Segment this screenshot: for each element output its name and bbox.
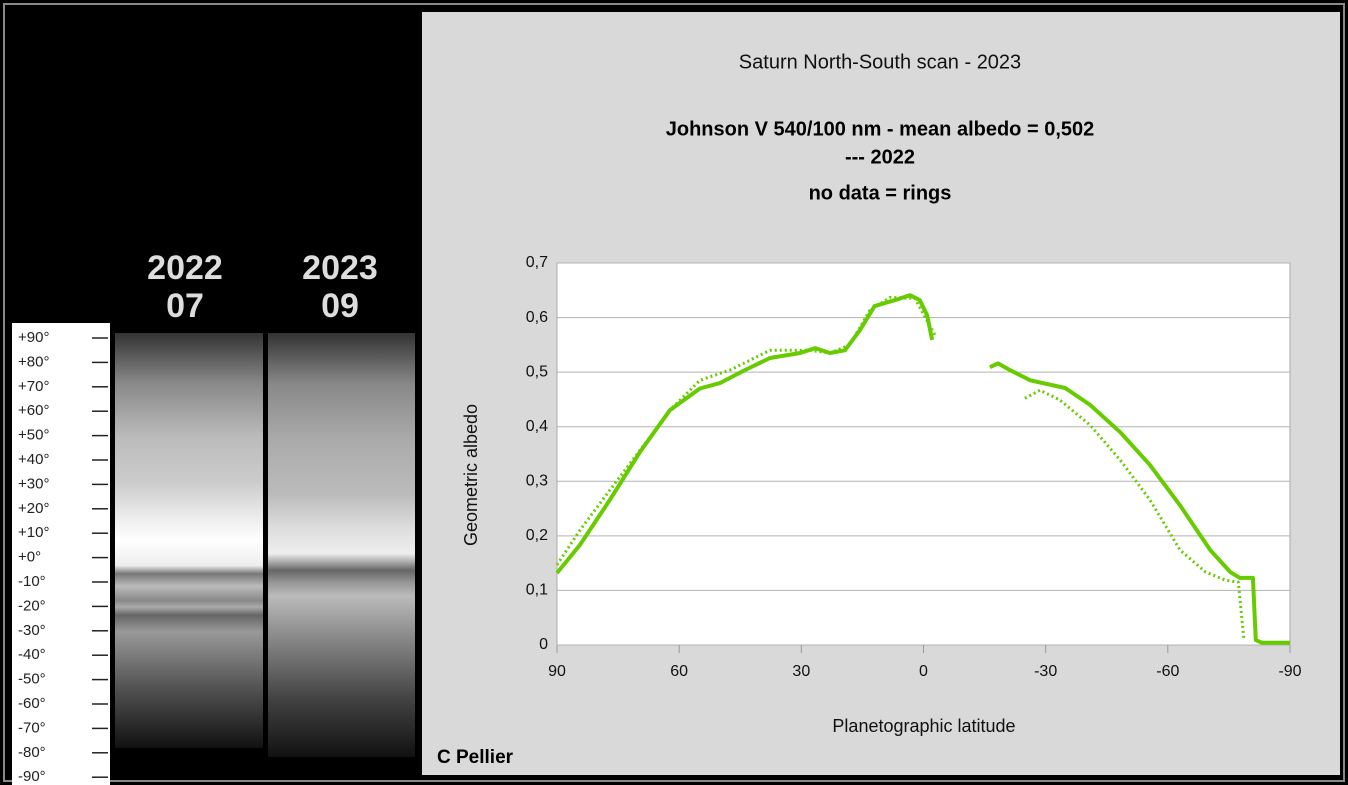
latitude-label: +80° [18, 353, 49, 370]
strip-2022 [115, 333, 263, 748]
plot: Saturn North-South scan - 2023 Johnson V … [437, 51, 1302, 768]
y-tick-label: 0,1 [526, 582, 548, 599]
x-tick-label: 0 [919, 663, 928, 680]
strip-label: 07 [166, 287, 204, 325]
strip-label: 2023 [302, 249, 378, 287]
latitude-label: -10° [18, 573, 46, 590]
x-tick-label: 90 [548, 663, 566, 680]
latitude-label: -40° [18, 646, 46, 663]
latitude-label: -60° [18, 695, 46, 712]
latitude-label: -70° [18, 719, 46, 736]
strip-label: 09 [321, 287, 359, 325]
y-tick-label: 0,7 [526, 254, 548, 271]
y-tick-label: 0,4 [526, 418, 548, 435]
strip-2023 [268, 333, 415, 757]
latitude-label: +50° [18, 427, 49, 444]
scale-box [12, 323, 110, 785]
subtitle: --- 2022 [845, 146, 915, 168]
data-line [555, 293, 1290, 645]
x-tick-label: -90 [1278, 663, 1301, 680]
plot-area [556, 262, 1291, 646]
y-axis-label: Geometric albedo [461, 404, 481, 546]
latitude-label: -90° [18, 768, 46, 785]
latitude-label: -50° [18, 671, 46, 688]
latitude-label: +40° [18, 451, 49, 468]
latitude-label: +30° [18, 475, 49, 492]
latitude-label: +60° [18, 402, 49, 419]
y-tick-label: 0 [539, 636, 548, 653]
subtitle: Johnson V 540/100 nm - mean albedo = 0,5… [666, 118, 1095, 140]
y-tick-label: 0,6 [526, 309, 548, 326]
y-tick-label: 0,5 [526, 363, 548, 380]
x-tick-label: -60 [1156, 663, 1179, 680]
y-tick-label: 0,3 [526, 473, 548, 490]
latitude-label: -80° [18, 744, 46, 761]
subtitle: no data = rings [809, 182, 952, 204]
latitude-label: -30° [18, 622, 46, 639]
strip-label: 2022 [147, 249, 223, 287]
x-axis-label: Planetographic latitude [832, 716, 1015, 736]
credit: C Pellier [437, 747, 514, 768]
latitude-label: +90° [18, 329, 49, 346]
latitude-label: +10° [18, 524, 49, 541]
x-tick-label: 30 [792, 663, 810, 680]
chart-title: Saturn North-South scan - 2023 [739, 51, 1021, 73]
latitude-label: -20° [18, 597, 46, 614]
data-line [555, 295, 1246, 641]
x-tick-label: -30 [1034, 663, 1057, 680]
frame [3, 3, 1345, 782]
latitude-label: +0° [18, 549, 41, 566]
latitude-label: +70° [18, 378, 49, 395]
x-tick-label: 60 [670, 663, 688, 680]
y-tick-label: 0,2 [526, 527, 548, 544]
latitude-label: +20° [18, 500, 49, 517]
